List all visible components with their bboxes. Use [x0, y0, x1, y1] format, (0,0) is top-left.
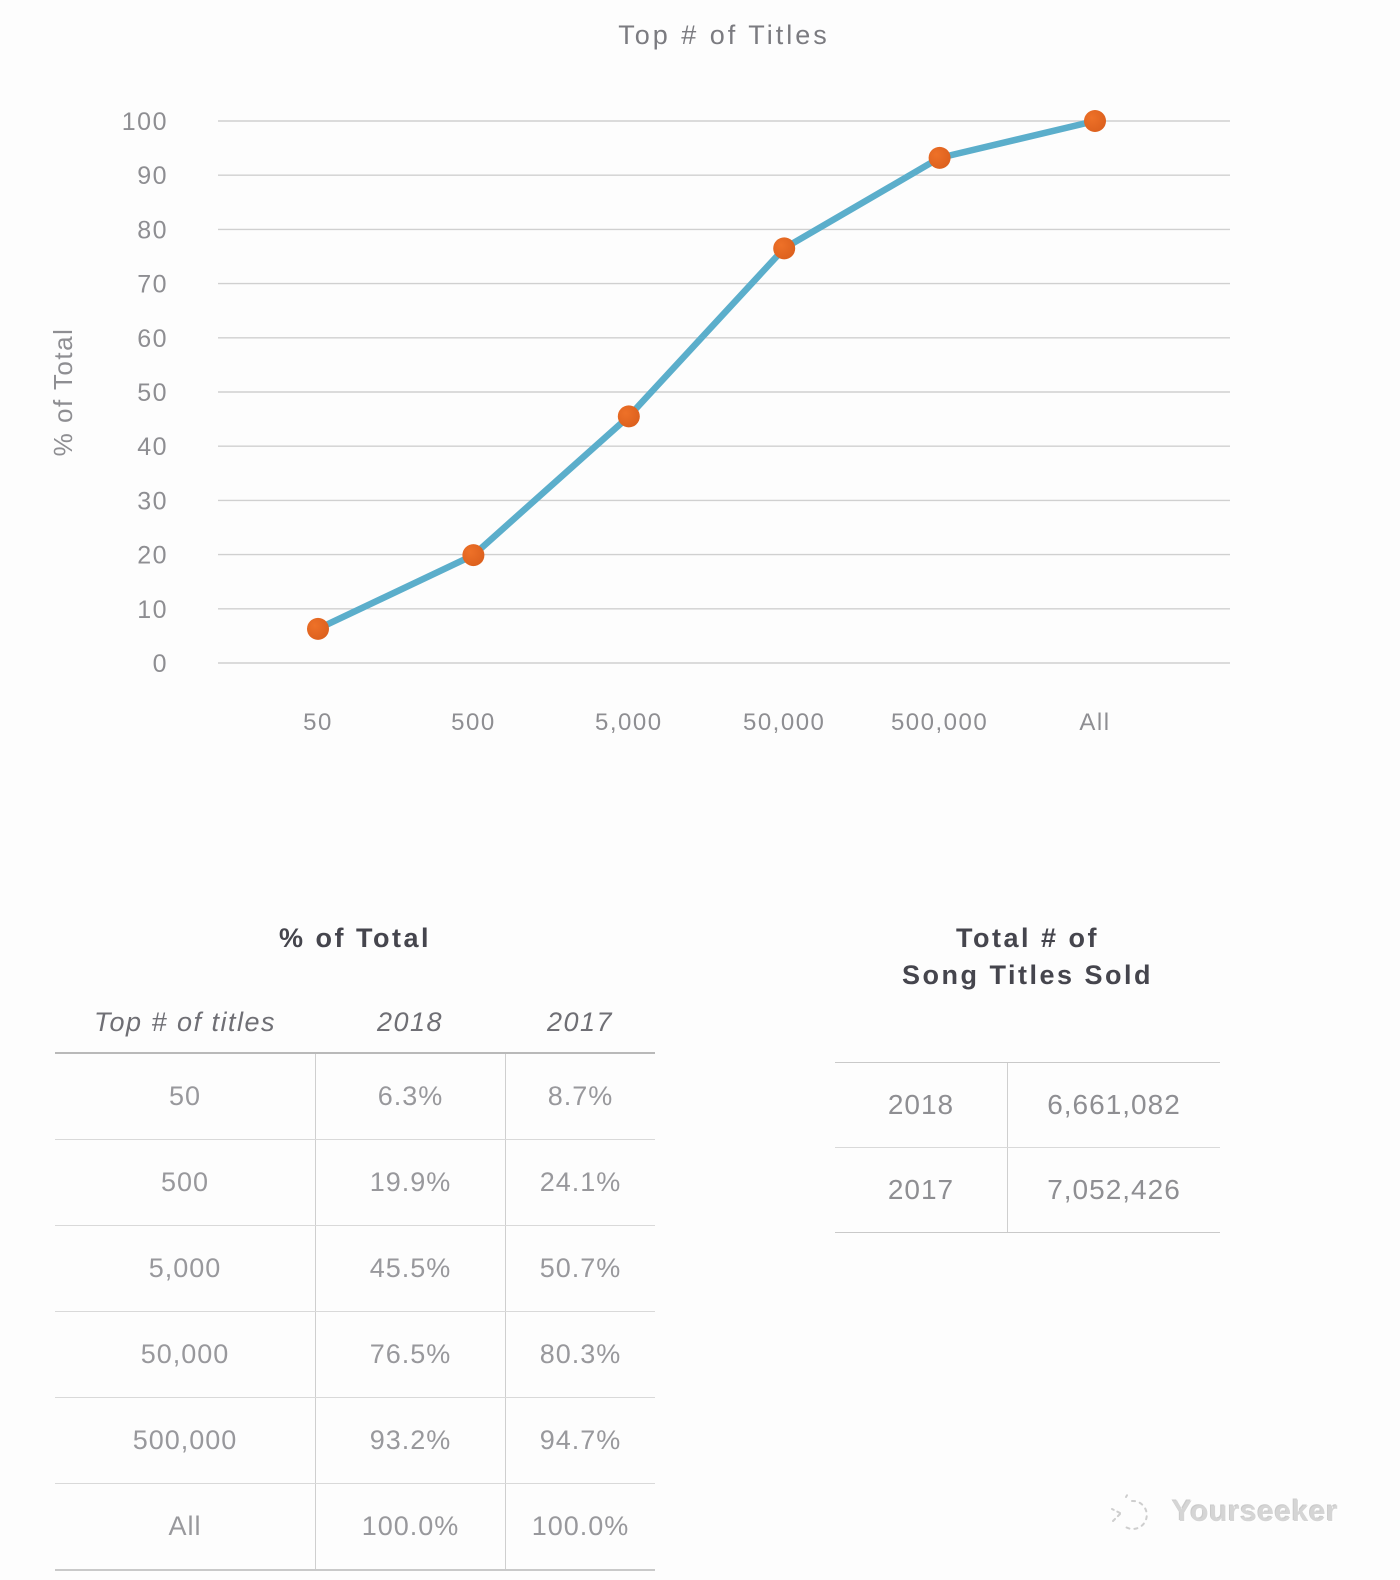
data-point-marker [462, 544, 485, 567]
chart-title: Top # of Titles [618, 20, 830, 50]
y-tick-label: 10 [137, 596, 168, 624]
value-cell: 7,052,426 [1007, 1148, 1220, 1232]
x-tick-label: All [1079, 709, 1110, 736]
table-row: 500,000 93.2% 94.7% [55, 1398, 655, 1484]
data-point-marker [773, 237, 796, 260]
table-row: 2017 7,052,426 [835, 1147, 1220, 1232]
x-tick-label: 500,000 [891, 709, 988, 736]
table-row: 50,000 76.5% 80.3% [55, 1312, 655, 1398]
table-row: All 100.0% 100.0% [55, 1484, 655, 1571]
series-line [314, 117, 1099, 633]
table-cell: 76.5% [315, 1312, 505, 1397]
table-cell: 19.9% [315, 1140, 505, 1225]
y-tick-label: 80 [137, 216, 168, 244]
pct-table-col-header: 2018 [376, 1006, 444, 1037]
pct-table-col-header: 2017 [546, 1006, 614, 1037]
table-cell: 80.3% [505, 1312, 655, 1397]
table-cell: 100.0% [505, 1484, 655, 1569]
x-tick-label: 50 [303, 709, 333, 736]
y-tick-label: 20 [137, 542, 168, 570]
table-cell: 50,000 [140, 1339, 230, 1369]
table-row: 2018 6,661,082 [835, 1063, 1220, 1147]
watermark: Yourseeker [1106, 1483, 1338, 1541]
value-cell: 6,661,082 [1007, 1063, 1220, 1147]
pct-table-col-header: Top # of titles [93, 1006, 277, 1037]
table-cell: 24.1% [505, 1140, 655, 1225]
pct-table-title: % of Total [279, 923, 431, 953]
y-tick-label: 60 [137, 325, 168, 353]
table-cell: 5,000 [148, 1253, 222, 1283]
table-cell: 45.5% [315, 1226, 505, 1311]
table-row: 5,000 45.5% 50.7% [55, 1226, 655, 1312]
table-row: 50 6.3% 8.7% [55, 1054, 655, 1140]
data-point-marker [617, 405, 640, 428]
data-point-marker [1084, 110, 1106, 132]
table-cell: 500,000 [132, 1425, 238, 1455]
pct-table-header-row: Top # of titles 2018 2017 [55, 1000, 655, 1044]
data-point-marker [307, 617, 329, 640]
sketch-doodle-icon [1111, 1491, 1148, 1530]
y-tick-label: 50 [137, 379, 168, 407]
table-cell: 93.2% [315, 1398, 505, 1483]
x-tick-label: 50,000 [743, 709, 825, 736]
sold-table-title-line2: Song Titles Sold [901, 960, 1154, 990]
sold-table-title-line1: Total # of [956, 923, 1099, 953]
x-tick-label: 5,000 [595, 709, 663, 736]
table-cell: 8.7% [505, 1054, 655, 1139]
y-tick-label: 30 [137, 487, 168, 515]
line-chart: 0 10 20 30 40 50 60 70 80 90 100 % of Total 50 500 5,0… [48, 108, 1230, 736]
table-cell: 94.7% [505, 1398, 655, 1483]
y-tick-label: 70 [137, 271, 168, 299]
x-tick-label: 500 [451, 709, 496, 736]
y-tick-label: 0 [153, 650, 168, 678]
sold-table-title: Total # of Song Titles Sold [835, 920, 1220, 994]
sold-table-body: 2018 6,661,082 2017 7,052,426 [835, 1062, 1220, 1233]
y-tick-label: 40 [137, 433, 168, 461]
table-row: 500 19.9% 24.1% [55, 1140, 655, 1226]
table-cell: 100.0% [315, 1484, 505, 1569]
year-cell: 2018 [887, 1089, 955, 1120]
table-cell: All [168, 1511, 202, 1541]
y-axis-label: % of Total [48, 328, 78, 457]
table-cell: 50.7% [505, 1226, 655, 1311]
y-tick-label: 100 [122, 108, 168, 136]
watermark-text: Yourseeker [1172, 1495, 1339, 1528]
pct-table-body: 50 6.3% 8.7% 500 19.9% 24.1% 5,000 45.5% 50.7% 50… [55, 1052, 655, 1571]
table-cell: 6.3% [315, 1054, 505, 1139]
year-cell: 2017 [887, 1174, 955, 1205]
y-tick-label: 90 [137, 162, 168, 190]
table-cell: 50 [168, 1081, 202, 1111]
data-point-marker [928, 146, 951, 169]
table-cell: 500 [160, 1167, 210, 1197]
